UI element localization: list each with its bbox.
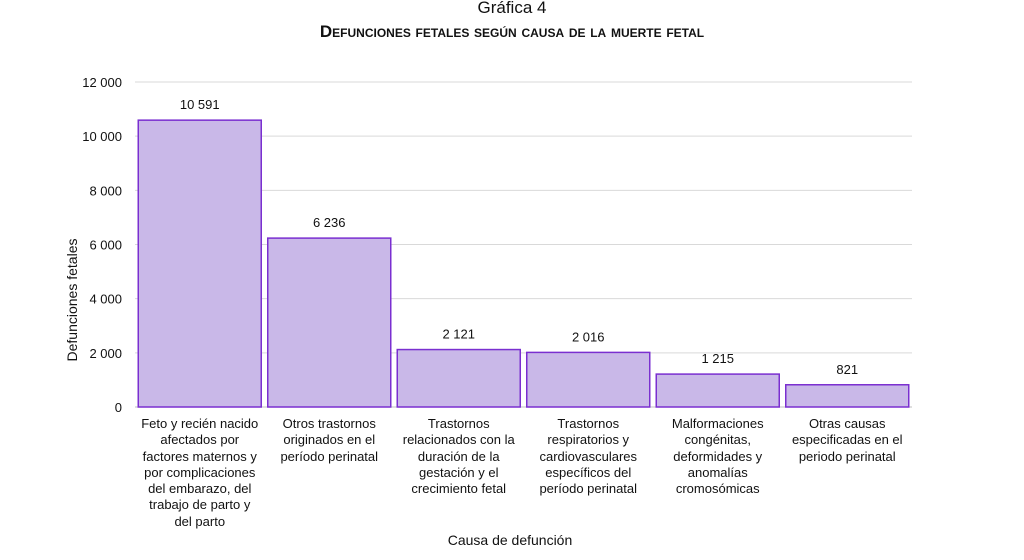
x-tick-label: Trastornos respiratorios y cardiovascula… [539, 416, 638, 497]
data-label: 821 [836, 362, 858, 377]
bar [785, 384, 910, 408]
data-label: 6 236 [313, 215, 346, 230]
data-label: 2 121 [442, 327, 475, 342]
bar [137, 119, 262, 408]
y-tick-label: 10 000 [82, 129, 122, 144]
bar [267, 237, 392, 408]
y-tick-label: 0 [115, 400, 122, 415]
y-tick-label: 4 000 [89, 292, 122, 307]
y-tick-label: 2 000 [89, 346, 122, 361]
data-label: 1 215 [701, 351, 734, 366]
y-tick-label: 6 000 [89, 238, 122, 253]
chart-title: Gráfica 4 [477, 0, 547, 17]
bar [655, 373, 780, 408]
x-tick-label: Malformaciones congénitas, deformidades … [671, 416, 764, 497]
x-tick-label: Feto y recién nacido afectados por facto… [141, 416, 259, 529]
bar [396, 348, 521, 408]
bar [526, 351, 651, 408]
y-tick-label: 8 000 [89, 183, 122, 198]
x-axis-title: Causa de defunción [448, 532, 573, 548]
data-label: 2 016 [572, 329, 605, 344]
x-tick-label: Otras causas especificadas en el periodo… [791, 416, 903, 464]
x-tick-label: Trastornos relacionados con la duración … [402, 416, 515, 497]
y-tick-label: 12 000 [82, 75, 122, 90]
x-tick-label: Otros trastornos originados en el períod… [280, 416, 379, 464]
chart-subtitle: Defunciones fetales según causa de la mu… [319, 22, 705, 41]
data-label: 10 591 [180, 97, 220, 112]
y-axis-title: Defunciones fetales [64, 239, 80, 362]
